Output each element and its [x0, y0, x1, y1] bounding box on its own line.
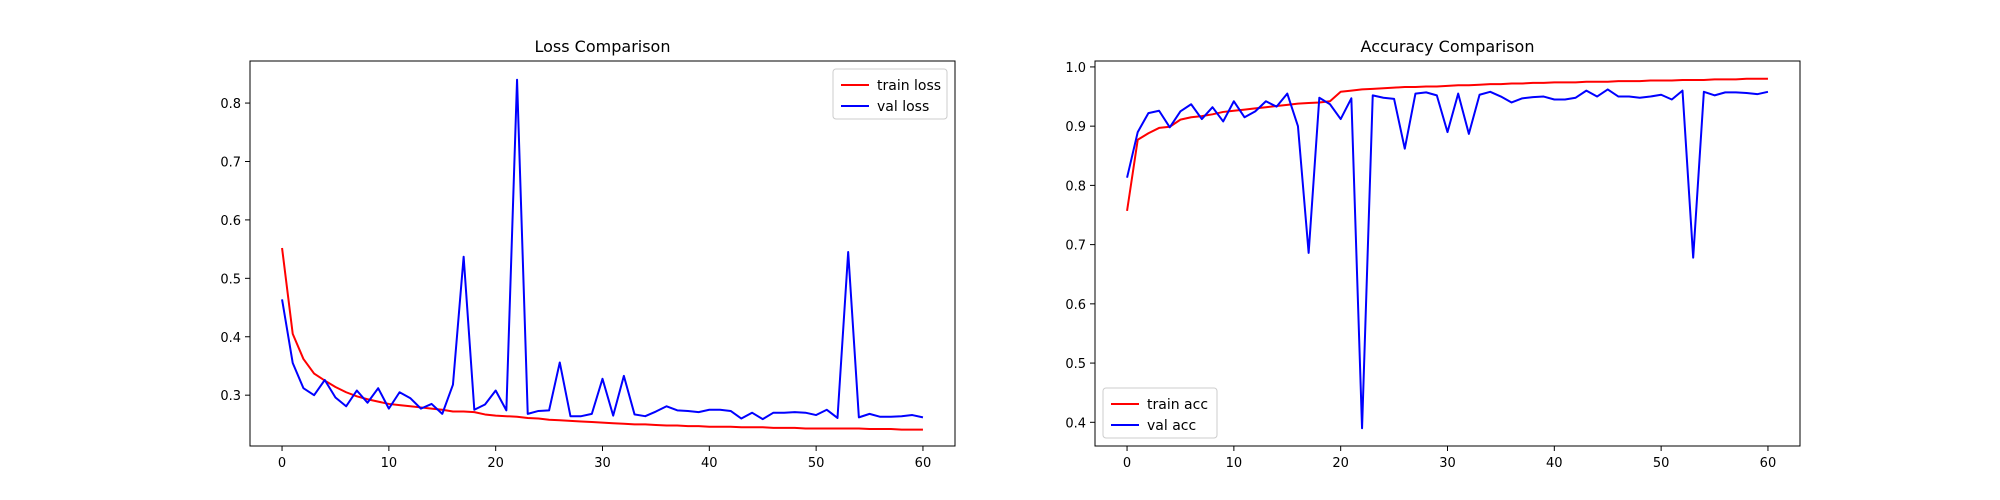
accuracy-comparison-chart: Accuracy Comparison 0 10 20 30 40 50 60 0.4 0.5 0.… [1065, 37, 1801, 471]
x-tick-label: 60 [915, 456, 932, 471]
legend-label: train loss [877, 78, 941, 94]
y-tick-label: 0.5 [1065, 357, 1086, 372]
legend-label: val acc [1147, 418, 1196, 434]
legend: train acc val acc [1102, 387, 1218, 439]
legend-label: train acc [1147, 397, 1208, 413]
y-tick-label: 0.9 [1065, 120, 1086, 135]
plot-area [281, 78, 924, 431]
chart-title: Accuracy Comparison [1361, 37, 1535, 56]
x-tick-label: 40 [1546, 456, 1563, 471]
y-tick-label: 1.0 [1065, 61, 1086, 76]
y-tick-label: 0.5 [220, 272, 241, 287]
legend-label: val loss [877, 99, 929, 115]
x-tick-label: 0 [278, 456, 286, 471]
x-tick-label: 0 [1123, 456, 1131, 471]
series-line-train-loss [281, 247, 923, 431]
x-tick-label: 40 [701, 456, 718, 471]
x-tick-label: 10 [1226, 456, 1243, 471]
series-line-val-acc [1126, 88, 1769, 430]
plot-area [1126, 77, 1769, 430]
x-tick-label: 20 [487, 456, 504, 471]
x-tick-label: 60 [1760, 456, 1777, 471]
x-tick-label: 10 [381, 456, 398, 471]
x-tick-label: 20 [1332, 456, 1349, 471]
x-tick-label: 30 [594, 456, 611, 471]
loss-comparison-chart: Loss Comparison 0 10 20 30 40 50 60 0.3 0.4 0.5 0.6… [220, 37, 956, 471]
y-tick-label: 0.6 [220, 214, 241, 229]
x-tick-label: 30 [1439, 456, 1456, 471]
y-tick-label: 0.4 [1065, 416, 1086, 431]
x-tick-label: 50 [808, 456, 825, 471]
x-tick-label: 50 [1653, 456, 1670, 471]
series-line-train-acc [1126, 77, 1768, 211]
y-tick-label: 0.8 [220, 97, 241, 112]
y-tick-label: 0.7 [220, 155, 241, 170]
y-tick-label: 0.7 [1065, 239, 1086, 254]
y-tick-label: 0.6 [1065, 298, 1086, 313]
legend: train loss val loss [832, 68, 948, 120]
y-tick-label: 0.4 [220, 331, 241, 346]
y-tick-label: 0.8 [1065, 179, 1086, 194]
series-line-val-loss [281, 78, 924, 421]
y-tick-label: 0.3 [220, 389, 241, 404]
chart-title: Loss Comparison [535, 37, 671, 56]
